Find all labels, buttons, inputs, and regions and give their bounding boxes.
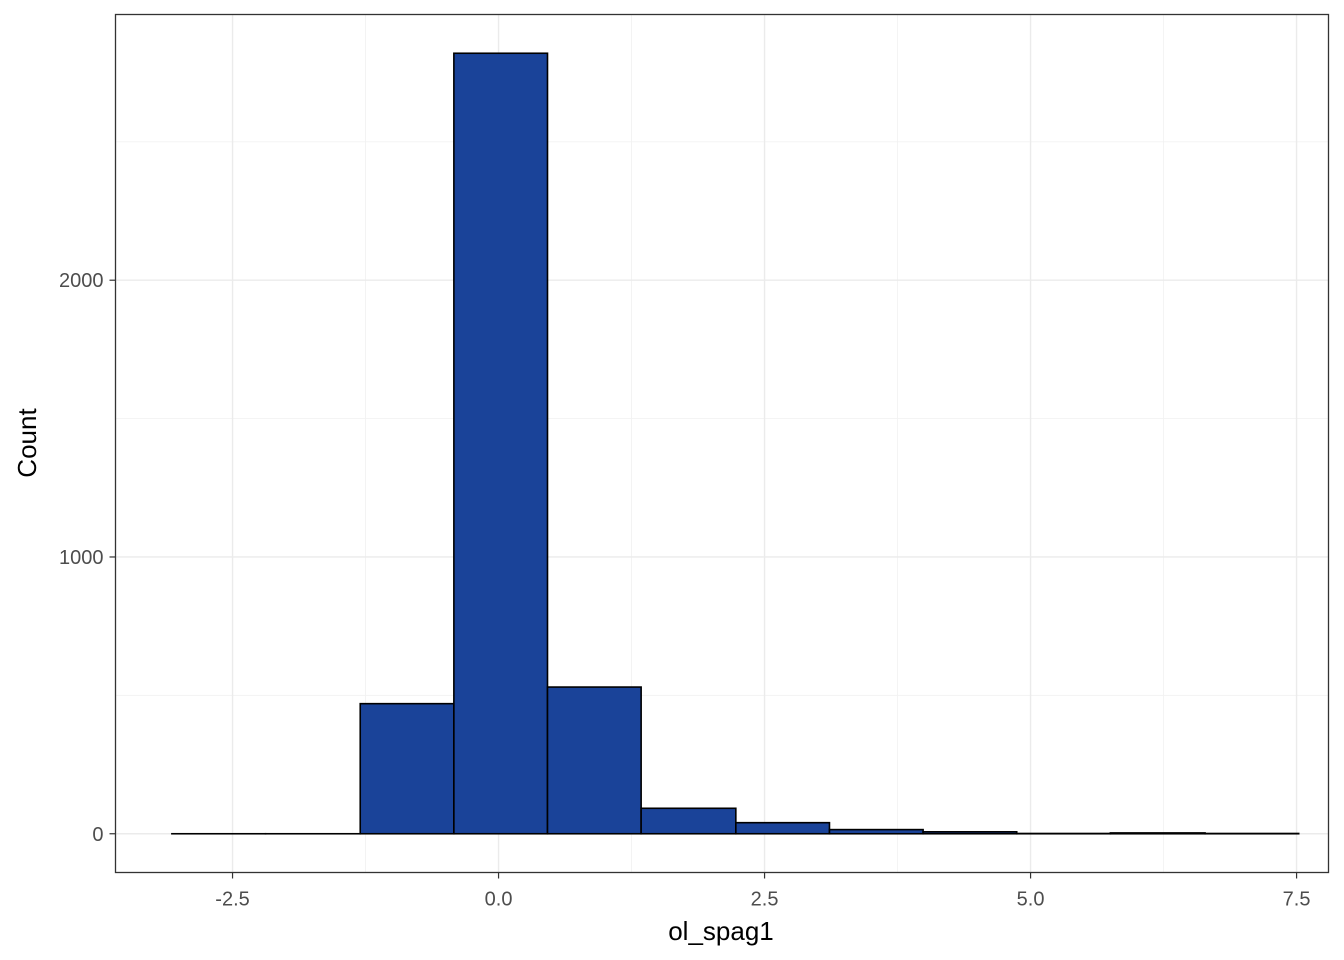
tick-labels: -2.5 0.0 2.5 5.0 7.5 0 1000 2000 bbox=[59, 270, 1310, 910]
x-tick-label: -2.5 bbox=[215, 889, 249, 911]
histogram-bar bbox=[1109, 832, 1206, 835]
y-tick-label: 2000 bbox=[59, 270, 104, 292]
x-tick-label: 2.5 bbox=[751, 889, 779, 911]
histogram-bar bbox=[359, 702, 455, 835]
histogram-bar bbox=[453, 52, 549, 835]
x-axis-title: ol_spag1 bbox=[668, 916, 774, 946]
x-tick-label: 5.0 bbox=[1017, 889, 1045, 911]
histogram-bar bbox=[640, 807, 737, 835]
y-axis-title: Count bbox=[12, 408, 42, 478]
histogram-bar bbox=[546, 686, 642, 835]
grid-lines bbox=[115, 14, 1329, 873]
histogram-bar bbox=[828, 828, 924, 835]
histogram-bars bbox=[171, 52, 1300, 835]
y-tick-label: 1000 bbox=[59, 547, 104, 569]
axis-ticks bbox=[109, 279, 1298, 879]
panel-border bbox=[114, 13, 1330, 874]
histogram-bar bbox=[735, 821, 831, 835]
x-tick-label: 0.0 bbox=[485, 889, 513, 911]
y-tick-label: 0 bbox=[92, 824, 103, 846]
x-tick-label: 7.5 bbox=[1283, 889, 1311, 911]
histogram-bar bbox=[922, 831, 1018, 835]
